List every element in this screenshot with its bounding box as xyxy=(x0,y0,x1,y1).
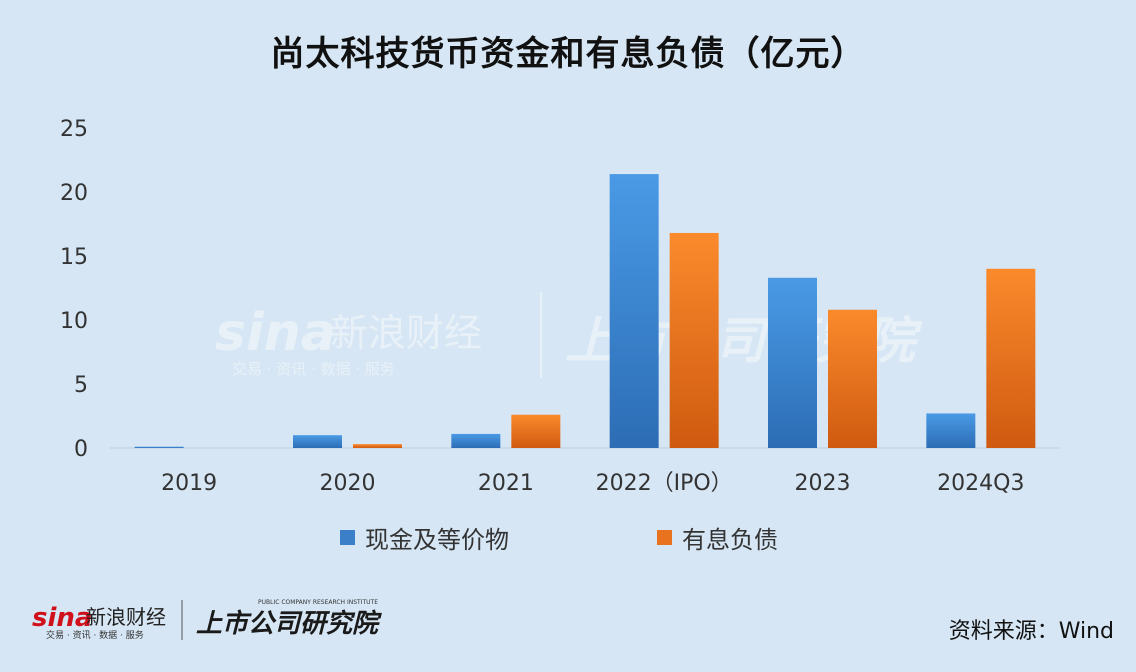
legend-item-debt: 有息负债 xyxy=(657,520,778,555)
legend-label-cash: 现金及等价物 xyxy=(365,526,509,554)
sina-tagline: 交易 · 资讯 · 数据 · 服务 xyxy=(46,629,144,641)
bar-cash xyxy=(451,433,501,448)
bar-cash xyxy=(609,174,659,448)
y-tick-label: 15 xyxy=(60,245,88,270)
bar-debt xyxy=(828,309,877,448)
axes: 0 5 10 15 20 25 xyxy=(60,117,1060,462)
legend-item-cash: 现金及等价物 xyxy=(340,520,509,555)
x-tick-label: 2021 xyxy=(478,471,534,496)
bar-cash xyxy=(926,413,976,448)
y-tick-label: 0 xyxy=(74,437,88,462)
footer-brand: sina 新浪财经 交易 · 资讯 · 数据 · 服务 PUBLIC COMPA… xyxy=(32,599,382,641)
institute-name: 上市公司研究院 xyxy=(196,609,382,639)
x-axis-labels: 2019 2020 2021 2022（IPO） 2023 2024Q3 xyxy=(161,471,1024,496)
bar-cash xyxy=(293,435,342,448)
legend-swatch-debt xyxy=(657,530,672,545)
watermark-sina-logo: sina xyxy=(215,303,336,363)
x-tick-label: 2023 xyxy=(795,471,851,496)
bar-cash xyxy=(768,277,817,448)
bar-debt xyxy=(986,268,1036,448)
x-tick-label: 2019 xyxy=(161,471,217,496)
sina-name: 新浪财经 xyxy=(86,605,166,629)
bar-debt xyxy=(511,414,561,448)
institute-en: PUBLIC COMPANY RESEARCH INSTITUTE xyxy=(258,599,378,606)
y-tick-label: 5 xyxy=(74,373,88,398)
y-tick-label: 10 xyxy=(60,309,88,334)
legend: 现金及等价物 有息负债 xyxy=(340,520,778,555)
legend-swatch-cash xyxy=(340,530,355,545)
y-tick-label: 20 xyxy=(60,181,88,206)
x-tick-label: 2024Q3 xyxy=(937,471,1024,496)
x-tick-label: 2020 xyxy=(320,471,376,496)
bar-cash xyxy=(134,446,184,448)
sina-logo: sina xyxy=(32,603,92,633)
bar-debt xyxy=(669,232,719,448)
watermark-sina-tagline: 交易 · 资讯 · 数据 · 服务 xyxy=(232,360,395,378)
x-tick-label: 2022（IPO） xyxy=(596,471,733,496)
watermark-sina-name: 新浪财经 xyxy=(330,311,482,355)
bar-chart: sina 新浪财经 交易 · 资讯 · 数据 · 服务 上市公司研究院 0510… xyxy=(60,117,1060,496)
bars xyxy=(134,174,1036,448)
chart-title: 尚太科技货币资金和有息负债（亿元） xyxy=(270,34,866,74)
bar-debt xyxy=(353,444,402,448)
legend-label-debt: 有息负债 xyxy=(682,526,778,554)
source-label: 资料来源：Wind xyxy=(948,619,1114,644)
y-tick-label: 25 xyxy=(60,117,88,142)
